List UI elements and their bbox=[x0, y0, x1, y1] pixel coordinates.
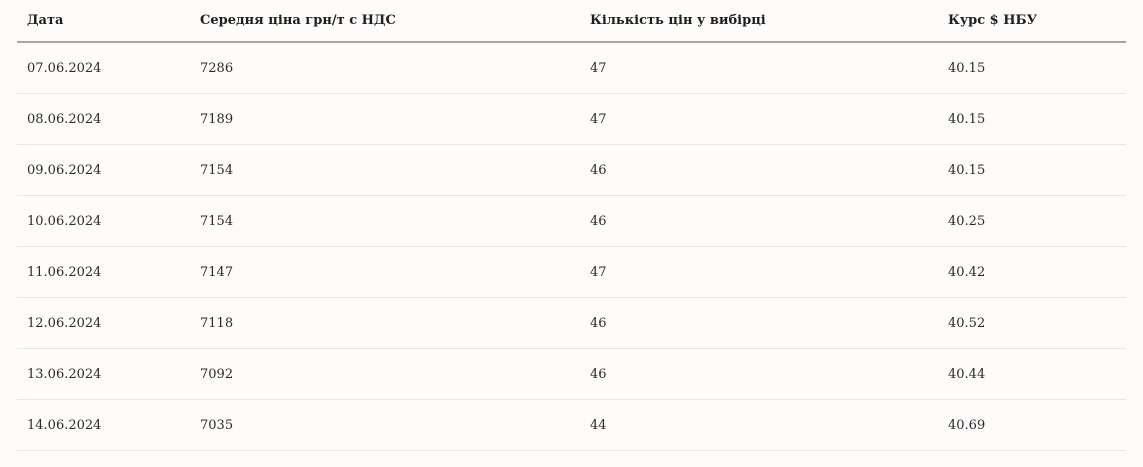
table-row: 14.06.2024 7035 44 40.69 bbox=[17, 399, 1126, 451]
cell-price-count: 46 bbox=[580, 348, 938, 400]
cell-usd-rate: 40.69 bbox=[938, 399, 1126, 451]
table-row: 09.06.2024 7154 46 40.15 bbox=[17, 144, 1126, 196]
cell-date: 14.06.2024 bbox=[17, 399, 190, 451]
cell-price-count: 46 bbox=[580, 297, 938, 349]
header-avg-price: Середня ціна грн/т с НДС bbox=[190, 0, 580, 43]
cell-usd-rate: 40.42 bbox=[938, 246, 1126, 298]
cell-avg-price: 7035 bbox=[190, 399, 580, 451]
cell-usd-rate: 40.15 bbox=[938, 144, 1126, 196]
cell-price-count: 46 bbox=[580, 144, 938, 196]
table-row: 07.06.2024 7286 47 40.15 bbox=[17, 42, 1126, 94]
cell-price-count: 47 bbox=[580, 93, 938, 145]
cell-avg-price: 7189 bbox=[190, 93, 580, 145]
cell-date: 08.06.2024 bbox=[17, 93, 190, 145]
cell-price-count: 46 bbox=[580, 195, 938, 247]
cell-avg-price: 7147 bbox=[190, 246, 580, 298]
table-row: 10.06.2024 7154 46 40.25 bbox=[17, 195, 1126, 247]
table-header-row: Дата Середня ціна грн/т с НДС Кількість … bbox=[17, 0, 1126, 43]
table-row: 13.06.2024 7092 46 40.44 bbox=[17, 348, 1126, 400]
cell-date: 10.06.2024 bbox=[17, 195, 190, 247]
header-date: Дата bbox=[17, 0, 190, 43]
cell-date: 12.06.2024 bbox=[17, 297, 190, 349]
cell-date: 07.06.2024 bbox=[17, 42, 190, 94]
cell-avg-price: 7154 bbox=[190, 195, 580, 247]
cell-usd-rate: 40.15 bbox=[938, 93, 1126, 145]
header-usd-rate: Курс $ НБУ bbox=[938, 0, 1126, 43]
table-row: 12.06.2024 7118 46 40.52 bbox=[17, 297, 1126, 349]
cell-avg-price: 7154 bbox=[190, 144, 580, 196]
header-price-count: Кількість цін у вибірці bbox=[580, 0, 938, 43]
cell-usd-rate: 40.25 bbox=[938, 195, 1126, 247]
cell-avg-price: 7286 bbox=[190, 42, 580, 94]
cell-usd-rate: 40.52 bbox=[938, 297, 1126, 349]
cell-price-count: 47 bbox=[580, 246, 938, 298]
table-row: 08.06.2024 7189 47 40.15 bbox=[17, 93, 1126, 145]
cell-date: 13.06.2024 bbox=[17, 348, 190, 400]
cell-usd-rate: 40.15 bbox=[938, 42, 1126, 94]
cell-date: 11.06.2024 bbox=[17, 246, 190, 298]
cell-price-count: 47 bbox=[580, 42, 938, 94]
cell-avg-price: 7092 bbox=[190, 348, 580, 400]
cell-price-count: 44 bbox=[580, 399, 938, 451]
table-row: 11.06.2024 7147 47 40.42 bbox=[17, 246, 1126, 298]
cell-avg-price: 7118 bbox=[190, 297, 580, 349]
cell-date: 09.06.2024 bbox=[17, 144, 190, 196]
cell-usd-rate: 40.44 bbox=[938, 348, 1126, 400]
price-table: Дата Середня ціна грн/т с НДС Кількість … bbox=[17, 0, 1126, 451]
